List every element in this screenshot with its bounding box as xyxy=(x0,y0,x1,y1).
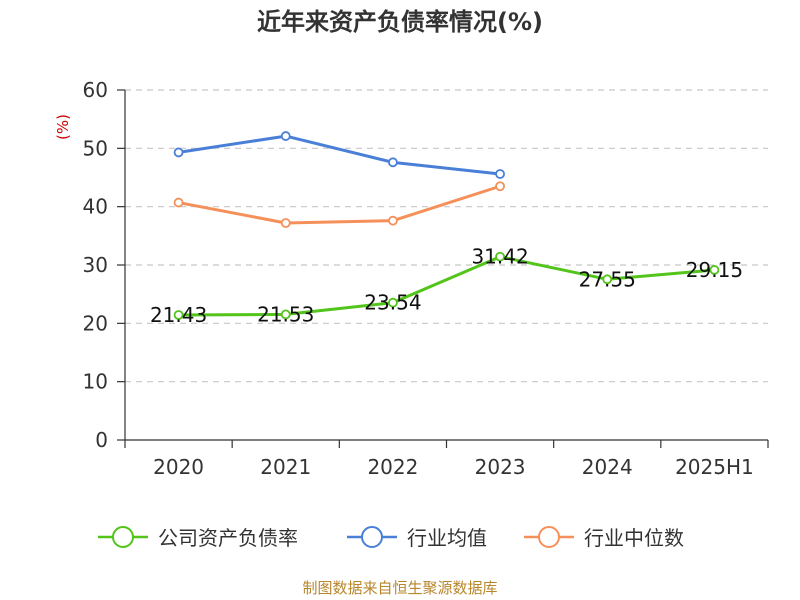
data-point xyxy=(388,297,398,308)
legend: 公司资产负债率 行业均值 行业中位数 xyxy=(98,526,684,550)
data-point xyxy=(280,131,291,141)
axes: 0 10 20 30 40 50 60 2020 2021 2022 2023 2024 2025H1 xyxy=(83,78,769,479)
data-label: 31.42 xyxy=(471,245,528,269)
data-point xyxy=(388,157,398,168)
data-source-note: 制图数据来自恒生聚源数据库 xyxy=(302,579,498,597)
grid-lines xyxy=(125,89,768,383)
data-point xyxy=(709,265,720,275)
y-tick-label: 30 xyxy=(83,253,108,277)
data-labels: 21.43 21.53 23.54 31.42 27.55 29.15 xyxy=(150,245,743,327)
data-point xyxy=(173,147,184,158)
legend-marker xyxy=(538,526,560,548)
legend-marker xyxy=(112,526,134,548)
data-point xyxy=(280,309,291,320)
data-label: 23.54 xyxy=(364,291,421,315)
y-tick-label: 20 xyxy=(83,311,108,335)
y-tick-label: 50 xyxy=(83,136,108,160)
x-tick-label: 2023 xyxy=(475,455,526,479)
series-line-2 xyxy=(178,184,501,225)
y-tick-label: 40 xyxy=(83,195,108,219)
series-line-1 xyxy=(178,134,501,176)
legend-marker xyxy=(361,526,383,548)
data-point xyxy=(173,197,184,208)
data-point xyxy=(495,169,505,179)
data-point xyxy=(495,181,505,192)
data-point xyxy=(602,274,613,285)
y-tick-label: 60 xyxy=(83,78,108,102)
data-label: 27.55 xyxy=(579,267,636,291)
y-axis-unit-label: (%) xyxy=(54,114,72,140)
x-tick-label: 2025H1 xyxy=(675,455,754,479)
legend-label: 行业中位数 xyxy=(584,526,684,550)
legend-label: 行业均值 xyxy=(407,526,487,550)
x-tick-label: 2021 xyxy=(260,455,311,479)
x-tick-label: 2022 xyxy=(367,455,418,479)
data-point xyxy=(388,215,398,226)
data-point xyxy=(173,310,184,320)
series-lines xyxy=(173,131,720,320)
data-label: 29.15 xyxy=(686,258,743,282)
x-tick-label: 2020 xyxy=(153,455,204,479)
series-line-0 xyxy=(178,255,715,317)
y-tick-label: 0 xyxy=(95,428,108,452)
legend-label: 公司资产负债率 xyxy=(158,526,298,550)
data-point xyxy=(280,218,291,228)
data-label: 21.43 xyxy=(150,303,207,327)
data-point xyxy=(495,251,505,262)
x-tick-label: 2024 xyxy=(582,455,633,479)
data-label: 21.53 xyxy=(257,302,314,326)
chart-title: 近年来资产负债率情况(%) xyxy=(257,8,543,36)
y-tick-label: 10 xyxy=(83,370,108,394)
